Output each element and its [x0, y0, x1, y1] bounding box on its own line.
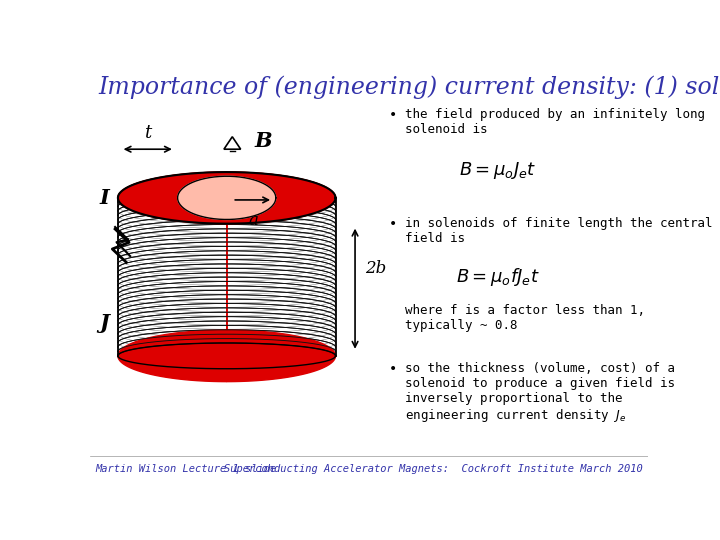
Polygon shape [118, 172, 227, 382]
Text: 2b: 2b [365, 260, 387, 277]
Text: $B = \mu_o f J_e t$: $B = \mu_o f J_e t$ [456, 266, 539, 288]
Text: J: J [99, 313, 109, 333]
Text: a: a [249, 212, 258, 230]
Text: Superconducting Accelerator Magnets:  Cockroft Institute March 2010: Superconducting Accelerator Magnets: Coc… [224, 464, 642, 474]
Text: B: B [255, 131, 272, 151]
Text: the field produced by an infinitely long
solenoid is: the field produced by an infinitely long… [405, 109, 706, 137]
Text: •: • [389, 362, 397, 376]
Text: in solenoids of finite length the central
field is: in solenoids of finite length the centra… [405, 217, 713, 245]
Polygon shape [227, 172, 336, 382]
Text: Importance of (engineering) current density: (1) solenoids: Importance of (engineering) current dens… [99, 75, 720, 99]
Text: where f is a factor less than 1,
typically ~ 0.8: where f is a factor less than 1, typical… [405, 304, 645, 332]
Text: Martin Wilson Lecture 1 slide: Martin Wilson Lecture 1 slide [96, 464, 276, 474]
Text: so the thickness (volume, cost) of a
solenoid to produce a given field is
invers: so the thickness (volume, cost) of a sol… [405, 362, 675, 424]
Text: I: I [99, 188, 109, 208]
Polygon shape [178, 176, 276, 219]
Text: •: • [389, 109, 397, 123]
Polygon shape [118, 343, 336, 369]
Text: $B = \mu_o J_e t$: $B = \mu_o J_e t$ [459, 160, 536, 181]
Text: •: • [389, 217, 397, 231]
Text: t: t [144, 124, 151, 141]
Polygon shape [118, 172, 336, 224]
